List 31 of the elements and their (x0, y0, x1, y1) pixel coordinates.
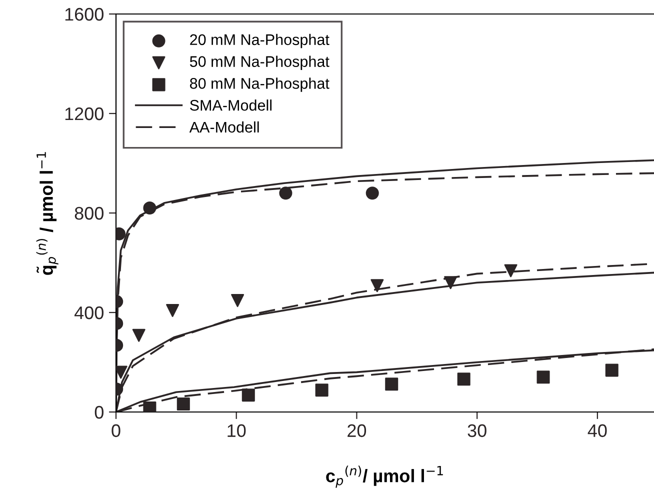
point (385, 378, 398, 391)
x-tick-label: 10 (228, 424, 246, 438)
point (444, 276, 458, 290)
x-axis-title: c$_{p}$$^{(n)}$/ µmol l$^{−1}$ (326, 466, 443, 488)
x-tick-label: 0 (112, 424, 120, 438)
point (242, 388, 255, 402)
y-tick-label: 0 (94, 406, 104, 419)
x-tick-label: 30 (468, 424, 486, 438)
point (231, 294, 244, 308)
point (504, 264, 518, 278)
y-tick-label: 1600 (65, 8, 104, 21)
point (457, 372, 470, 386)
point (143, 402, 156, 412)
legend-label: AA-Modell (189, 121, 259, 133)
x-tick-label: 40 (588, 424, 607, 438)
x-tick-label: 20 (348, 424, 366, 438)
y-tick-label: 800 (74, 206, 104, 220)
point (315, 384, 328, 397)
point (536, 370, 550, 384)
point (176, 398, 190, 411)
point (132, 328, 146, 342)
legend-label: 20 mM Na-Phosphat (190, 34, 330, 48)
point (370, 279, 384, 292)
legend-label: SMA-Modell (190, 100, 272, 111)
y-axis-title: q̃$_{p}$$^{(n)}$ / µmol l$^{−1}$ (36, 152, 58, 275)
legend-label: 80 mM Na-Phosphat (190, 78, 330, 92)
point (166, 304, 180, 318)
y-tick-label: 1200 (65, 107, 104, 120)
legend-label: 50 mM Na-Phosphat (190, 56, 330, 70)
point (605, 364, 618, 377)
y-tick-label: 400 (74, 306, 104, 320)
